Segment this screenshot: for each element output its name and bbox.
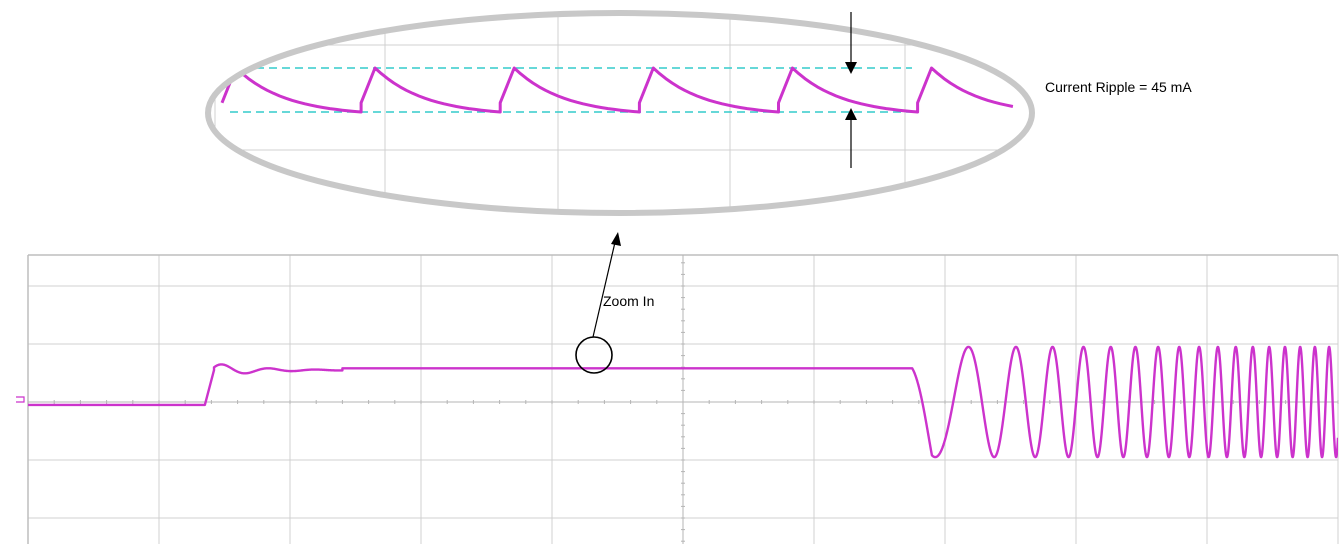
ground-marker — [16, 397, 24, 402]
zoom-lens — [190, 0, 1050, 230]
current-ripple-label: Current Ripple = 45 mA — [1045, 79, 1192, 95]
zoom-in-arrow — [593, 232, 621, 337]
main-waveform-plot — [16, 255, 1338, 544]
zoom-in-label: Zoom In — [603, 293, 654, 309]
